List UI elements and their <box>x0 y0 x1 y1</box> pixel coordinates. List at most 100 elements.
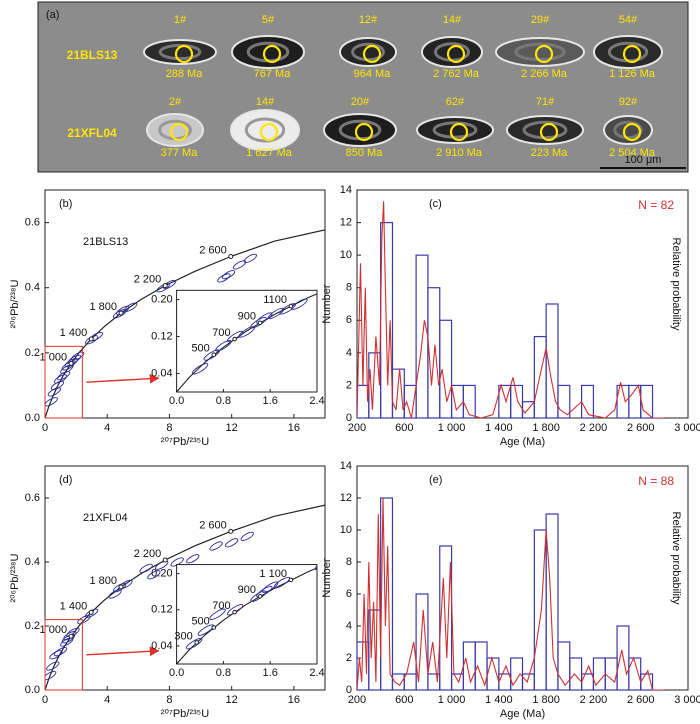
analysis-ellipse <box>67 354 82 364</box>
analysis-ellipse <box>225 538 239 548</box>
x-axis-title: Age (Ma) <box>500 708 545 720</box>
inset-age-label: 1100 <box>263 294 287 306</box>
age-marker <box>68 633 74 639</box>
plot-frame <box>44 465 326 691</box>
y-tick-label: 14 <box>340 184 352 196</box>
inset-analysis-ellipse <box>191 363 209 375</box>
inset-age-label: 500 <box>191 615 209 627</box>
age-marker <box>162 283 168 289</box>
x-axis-title: ²⁰⁷Pb/²³⁵U <box>161 436 209 448</box>
zircon-grain <box>339 37 397 67</box>
inset-age-label: 900 <box>238 584 256 596</box>
histogram-bar <box>439 319 453 419</box>
plot-area <box>357 201 665 418</box>
age-label: 1 000 <box>40 624 68 636</box>
inset-age-marker <box>232 609 237 615</box>
age-label: 2 600 <box>199 519 227 531</box>
x-tick-label: 8 <box>166 422 172 434</box>
analysis-ellipse <box>77 614 91 625</box>
x-tick-label: 2 600 <box>627 694 655 706</box>
spot <box>259 122 279 142</box>
inset-x-tick-label: 0.0 <box>169 395 184 407</box>
y-axis-title: Number <box>321 558 333 597</box>
analysis-ellipse <box>116 305 130 316</box>
spot <box>539 122 559 142</box>
age-marker <box>118 310 124 316</box>
analysis-ellipse <box>53 646 68 657</box>
histogram-bar <box>462 641 476 691</box>
histogram-bar <box>462 384 476 419</box>
grain-id: 29# <box>531 14 550 26</box>
analysis-ellipse <box>113 582 127 593</box>
inset-age-marker <box>211 625 217 630</box>
y-tick-label: 0.6 <box>25 492 40 504</box>
histogram-bar <box>498 673 512 691</box>
zoom-box <box>44 619 83 691</box>
y-tick-label: 0 <box>346 412 352 424</box>
analysis-ellipse <box>46 661 60 671</box>
y-tick-label: 6 <box>346 314 352 326</box>
zircon-grain <box>231 35 305 69</box>
probability-curve <box>357 201 665 418</box>
analysis-ellipse <box>209 541 223 551</box>
grain-id: 14# <box>443 14 462 26</box>
panel-label: (c) <box>429 198 442 210</box>
x-tick-label: 2 600 <box>627 422 655 434</box>
zircon-grain <box>230 109 300 151</box>
histogram-bar <box>450 384 464 419</box>
y-axis-title: ²⁰⁶Pb/²³⁸U <box>9 553 21 602</box>
analysis-ellipse <box>123 302 138 312</box>
y-tick-label: 14 <box>340 460 352 472</box>
analysis-ellipse <box>243 253 257 264</box>
analysis-ellipse <box>66 627 80 638</box>
histogram-bar <box>569 657 583 691</box>
sample-label: 21XFL04 <box>67 126 117 140</box>
grain-age: 1 627 Ma <box>246 147 293 159</box>
grain-age: 767 Ma <box>254 68 292 80</box>
histogram-bar <box>380 497 394 691</box>
inset-analysis-ellipse <box>185 637 203 650</box>
y-tick-label: 0.4 <box>25 556 40 568</box>
x-axis-title: ²⁰⁷Pb/²³⁵U <box>161 708 209 720</box>
x-tick-label: 0 <box>42 694 48 706</box>
x-tick-label: 4 <box>104 694 110 706</box>
annotation: N = 82 <box>638 198 674 212</box>
analysis-ellipse <box>186 554 200 564</box>
x-tick-label: 200 <box>348 422 366 434</box>
spot <box>169 122 189 142</box>
inset-analysis-ellipse <box>431 521 449 535</box>
histogram-bar <box>415 254 429 419</box>
y-tick-label: 12 <box>340 216 352 228</box>
grain-age: 964 Ma <box>354 68 392 80</box>
analysis-ellipse <box>139 563 153 574</box>
histogram-bar <box>640 384 654 419</box>
inset-y-tick-label: 0.20 <box>151 293 172 305</box>
inset-x-tick-label: 0.8 <box>216 395 231 407</box>
inset-age-marker <box>257 593 263 599</box>
zircon-grain <box>146 113 204 147</box>
zircon-grain <box>416 116 494 144</box>
x-tick-label: 3 000 <box>674 694 700 706</box>
x-tick-label: 4 <box>104 422 110 434</box>
x-tick-label: 16 <box>288 694 300 706</box>
grain-id: 92# <box>619 96 638 108</box>
x-axis-title: Age (Ma) <box>500 436 545 448</box>
y-tick-label: 2 <box>346 652 352 664</box>
sample-label: 21BLS13 <box>67 48 118 62</box>
grain-age: 2 910 Ma <box>436 147 483 159</box>
x-tick-label: 1 000 <box>438 694 466 706</box>
inset-analysis-ellipse <box>606 481 624 495</box>
inset-x-tick-label: 0.8 <box>216 667 231 679</box>
y-tick-label: 10 <box>340 249 352 261</box>
zircon-grain <box>143 39 217 65</box>
zircon-core <box>432 121 478 139</box>
x-tick-label: 1 400 <box>485 694 513 706</box>
plot-area <box>357 497 665 690</box>
age-marker <box>118 584 124 590</box>
x-tick-label: 8 <box>166 694 172 706</box>
zircon-grain <box>506 115 584 145</box>
y-tick-label: 0.6 <box>25 216 40 228</box>
inset-analysis-ellipse <box>472 508 490 522</box>
x-tick-label: 600 <box>395 422 413 434</box>
